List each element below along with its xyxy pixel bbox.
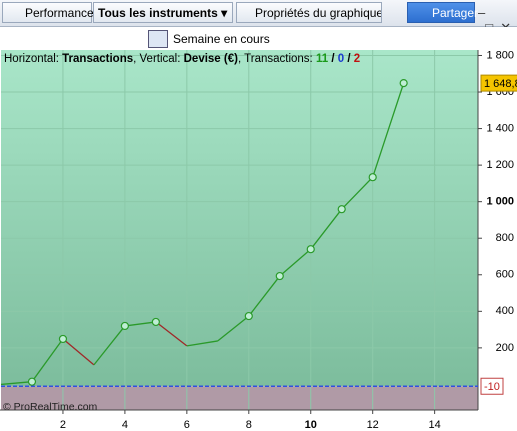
point [275, 271, 284, 281]
x-tick-label: 2 [60, 419, 66, 431]
period-bar: Semaine en cours [0, 27, 517, 50]
reference-label-box [480, 377, 504, 395]
label: Performance [25, 6, 94, 20]
toolbar: Performance Tous les instruments ▾ Propr… [0, 0, 517, 35]
y-tick-label: 1 000 [486, 196, 514, 208]
x-tick-label: 6 [184, 419, 190, 431]
info-line: Horizontal: Transactions, Vertical: Devi… [4, 53, 360, 65]
line-segment [62, 338, 95, 366]
watermark: © ProRealTime.com [3, 401, 98, 413]
line-segment [186, 340, 218, 347]
reference-label: -10 [484, 381, 500, 393]
y-axis-band [478, 50, 517, 410]
info-segment: Devise (€) [184, 53, 239, 65]
line-segment [217, 315, 250, 342]
point [120, 321, 129, 331]
info-segment: 11 [316, 53, 329, 65]
line-segment [93, 325, 126, 366]
point [399, 79, 408, 88]
point [151, 317, 160, 327]
line-segment [124, 321, 156, 327]
instruments-dropdown[interactable]: Tous les instruments ▾ [93, 2, 233, 23]
label: Propriétés du graphique... [255, 6, 382, 20]
properties-button[interactable]: Propriétés du graphique... [236, 2, 382, 23]
calendar-icon[interactable] [148, 30, 168, 48]
y-tick-label: 1 200 [486, 159, 514, 171]
x-tick-label: 12 [367, 419, 379, 431]
info-segment: Transactions [62, 53, 133, 65]
point [244, 311, 253, 321]
y-tick-label: 600 [496, 269, 514, 281]
x-tick-label: 14 [429, 419, 441, 431]
x-tick-label: 8 [246, 419, 252, 431]
point [337, 205, 346, 214]
x-axis-band [0, 410, 517, 431]
profit-area [1, 50, 478, 387]
info-segment: 0 [338, 53, 344, 65]
info-segment: / [328, 53, 338, 65]
line-segment [248, 275, 281, 317]
point [368, 173, 377, 182]
share-button[interactable]: Partager [407, 2, 479, 23]
line-segment [0, 381, 33, 386]
period-label: Semaine en cours [173, 32, 270, 46]
line-segment [31, 338, 64, 383]
last-value-label: 1 648,8 [484, 78, 517, 90]
loss-area [1, 386, 478, 410]
x-tick-label: 4 [122, 419, 128, 431]
y-tick-label: 1 400 [486, 122, 514, 134]
info-segment: , Vertical: [133, 53, 184, 65]
line-segment [279, 248, 312, 277]
y-tick-label: 200 [496, 342, 514, 354]
info-segment: , Transactions: [238, 53, 316, 65]
info-segment: Horizontal: [4, 53, 62, 65]
info-segment: 2 [354, 53, 360, 65]
line-segment [341, 176, 374, 210]
info-segment: / [344, 53, 354, 65]
point [58, 334, 68, 344]
point [27, 377, 37, 386]
line-segment [310, 208, 343, 250]
line-segment [155, 321, 188, 347]
point [306, 245, 315, 254]
y-tick-label: 400 [496, 305, 514, 317]
last-value-box [480, 74, 517, 92]
label: Partager [432, 6, 479, 20]
x-tick-label: 10 [305, 419, 317, 431]
label: Tous les instruments [98, 6, 218, 20]
line-segment [372, 82, 405, 178]
y-tick-label: 1 800 [486, 50, 514, 61]
performance-button[interactable]: Performance [2, 2, 94, 23]
y-tick-label: 800 [496, 232, 514, 244]
